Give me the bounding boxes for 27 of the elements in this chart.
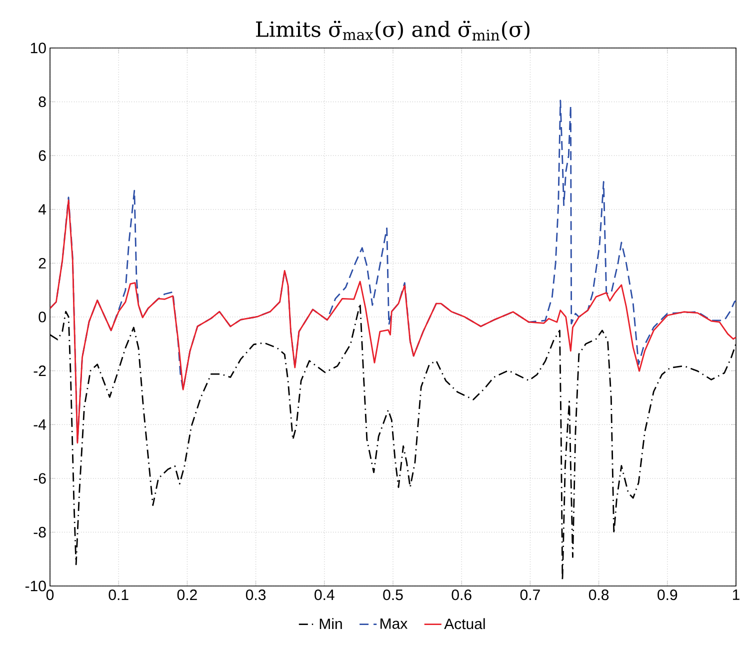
y-tick-label: 2 bbox=[38, 258, 46, 268]
x-tick-label: 0.1 bbox=[108, 590, 128, 600]
legend-label: Actual bbox=[444, 618, 485, 630]
y-tick-label: 6 bbox=[38, 150, 46, 161]
y-tick-label: 0 bbox=[38, 312, 46, 322]
y-tick-label: 8 bbox=[38, 96, 46, 108]
x-tick-label: 0 bbox=[46, 590, 54, 600]
x-tick-label: 0.9 bbox=[658, 590, 678, 600]
x-tick-label: 0.5 bbox=[383, 590, 403, 600]
y-tick-label: -6 bbox=[34, 473, 46, 484]
y-tick-label: 4 bbox=[38, 204, 46, 215]
legend-label: Min bbox=[320, 618, 342, 630]
y-tick-label: 10 bbox=[30, 42, 46, 54]
chart-title: Limits σ̈$_{max}$(σ) and σ̈$_{min}$(σ) bbox=[256, 20, 530, 40]
x-tick-label: 0.4 bbox=[314, 590, 334, 600]
x-tick-label: 0.2 bbox=[177, 590, 197, 600]
y-tick-label: -8 bbox=[34, 526, 46, 538]
y-tick-label: -10 bbox=[25, 580, 46, 592]
x-tick-label: 0.7 bbox=[520, 590, 540, 600]
x-tick-label: 0.3 bbox=[246, 590, 266, 600]
legend-label: Max bbox=[380, 618, 408, 629]
y-tick-label: -2 bbox=[34, 366, 46, 376]
x-tick-label: 0.8 bbox=[588, 590, 609, 600]
x-tick-label: 0.6 bbox=[452, 590, 472, 600]
x-tick-label: 1 bbox=[732, 590, 740, 600]
y-tick-label: -4 bbox=[34, 419, 46, 430]
line-series bbox=[50, 200, 736, 444]
